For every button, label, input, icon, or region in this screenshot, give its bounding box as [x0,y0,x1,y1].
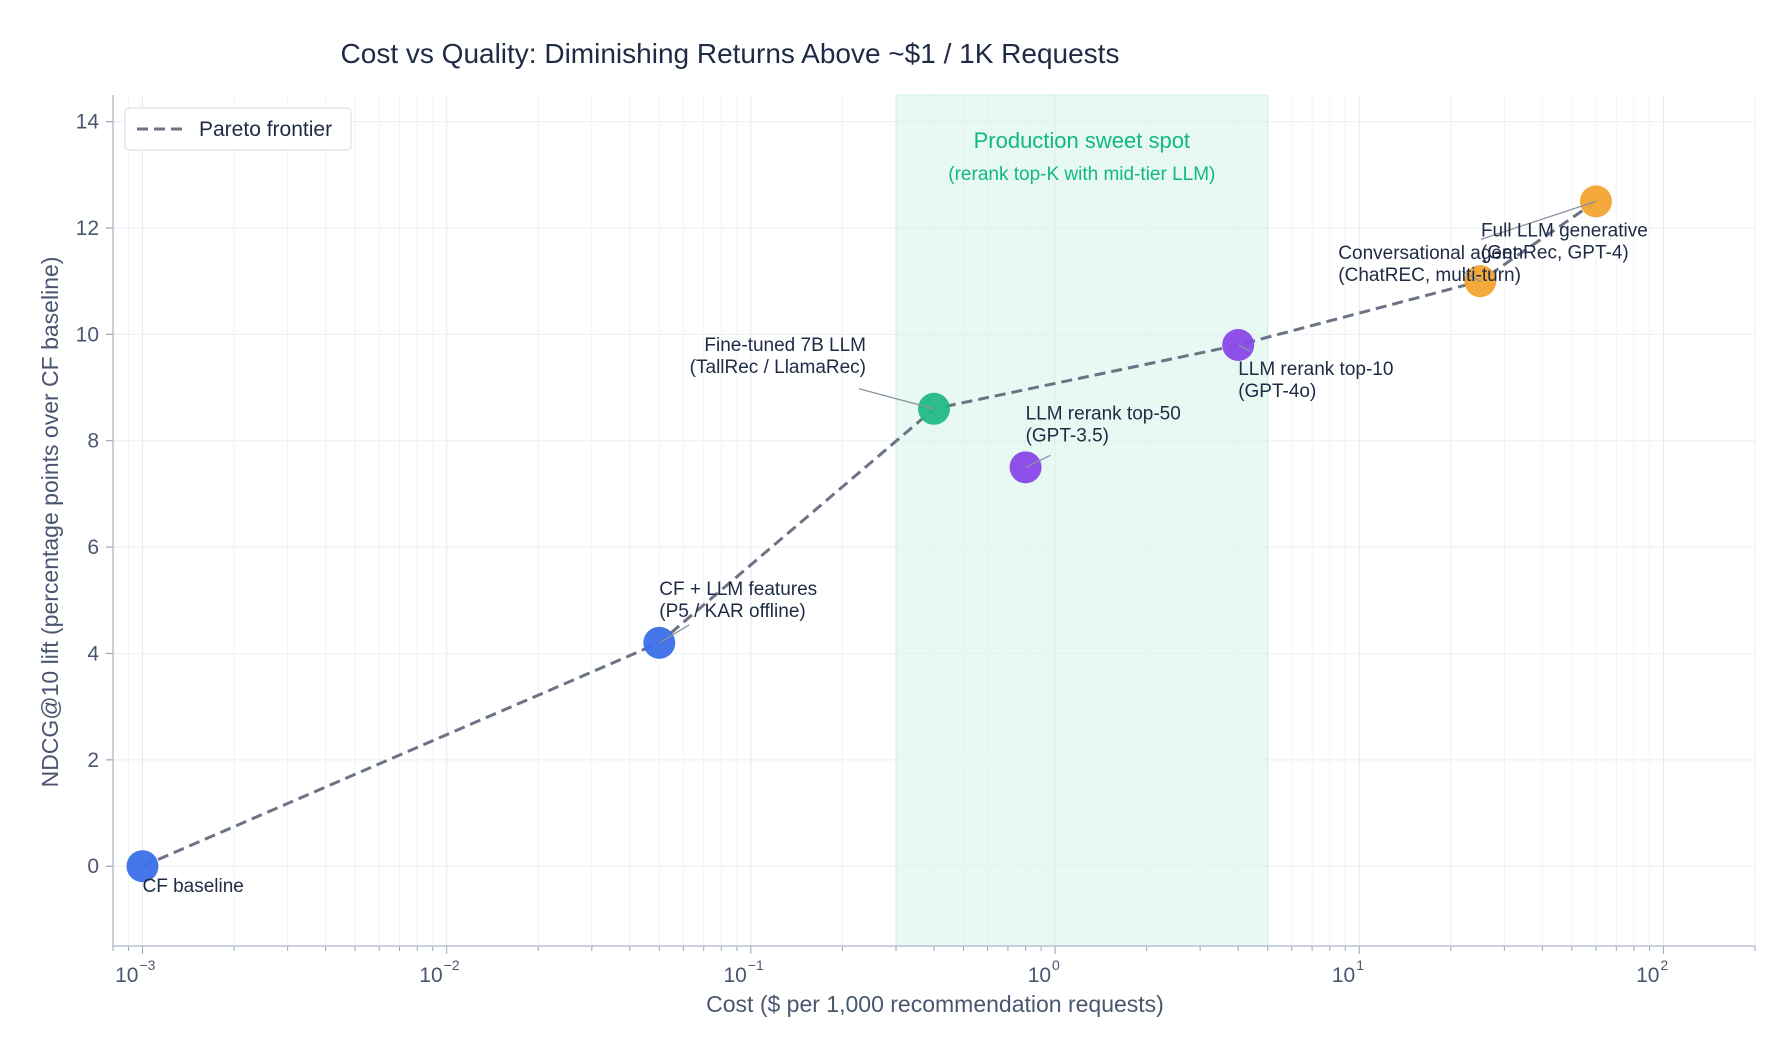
point-label: (P5 / KAR offline) [659,601,805,622]
point-labels: CF baseline CF + LLM features(P5 / KAR of… [142,200,1648,897]
leader-line [658,624,690,644]
y-tick-label: 0 [87,855,99,878]
pareto-frontier-series [141,200,1597,868]
x-tick-exponent: −1 [748,957,764,973]
point-label: (GenRec, GPT-4) [1481,242,1629,263]
point-label: (GPT-4o) [1238,381,1316,402]
point-label: (GPT-3.5) [1026,425,1109,446]
x-tick-exponent: −3 [139,957,155,973]
leader-line [1025,454,1051,468]
x-axis-label: Cost ($ per 1,000 recommendation request… [706,991,1164,1017]
leader-line [1480,200,1597,240]
y-tick-label: 4 [87,642,99,665]
legend: Pareto frontier [124,107,352,151]
x-tick-exponent: 2 [1660,957,1668,973]
y-tick-label: 10 [76,323,99,346]
x-tick-label: 10 1 [1332,957,1364,987]
point-label: (TallRec / LlamaRec) [690,357,866,378]
point-label: (ChatREC, multi-turn) [1338,265,1521,286]
sweet-spot-rect [895,94,1269,947]
x-tick-exponent: −2 [444,957,460,973]
y-tick-label: 2 [87,749,99,772]
y-tick-label: 14 [76,111,100,134]
legend-box: Pareto frontier [124,107,352,151]
sweet-spot-title: Production sweet spot [974,128,1190,153]
x-tick-label: 10 0 [1028,957,1060,987]
point-label: Fine-tuned 7B LLM [704,335,866,356]
y-tick-label: 6 [87,536,99,559]
x-tick-label: 10 −3 [115,957,156,987]
leader-line [1461,270,1481,282]
x-tick-base: 10 [1028,964,1051,987]
x-tick-base: 10 [1636,964,1659,987]
point-label: Full LLM generative [1481,220,1648,241]
point-label: Conversational agent [1338,243,1518,264]
legend-label: Pareto frontier [199,118,332,141]
leader-line [858,388,935,410]
x-tick-label: 10 −2 [419,957,460,987]
legend-frame [124,107,352,151]
pareto-frontier-line [141,200,1597,868]
data-point [126,850,159,883]
point-label: LLM rerank top-50 [1026,403,1181,424]
x-tick-exponent: 0 [1052,957,1060,973]
point-label: LLM rerank top-10 [1238,359,1393,380]
y-tick-label: 12 [76,217,99,240]
sweet-spot-subtitle: (rerank top-K with mid-tier LLM) [948,164,1215,185]
x-tick-base: 10 [419,964,442,987]
x-tick-base: 10 [723,964,746,987]
x-tick-exponent: 1 [1356,957,1364,973]
leader-line [1237,344,1251,352]
point-label: CF baseline [142,876,243,897]
y-axis-label: NDCG@10 lift (percentage points over CF … [37,257,63,788]
y-tick-label: 8 [87,430,99,453]
x-tick-base: 10 [1332,964,1355,987]
chart-title: Cost vs Quality: Diminishing Returns Abo… [341,38,1120,69]
point-label: CF + LLM features [659,579,817,600]
x-tick-label: 10 −1 [723,957,764,987]
x-tick-label: 10 2 [1636,957,1668,987]
x-tick-base: 10 [115,964,138,987]
sweet-spot-band: Production sweet spot (rerank top-K with … [895,94,1269,947]
